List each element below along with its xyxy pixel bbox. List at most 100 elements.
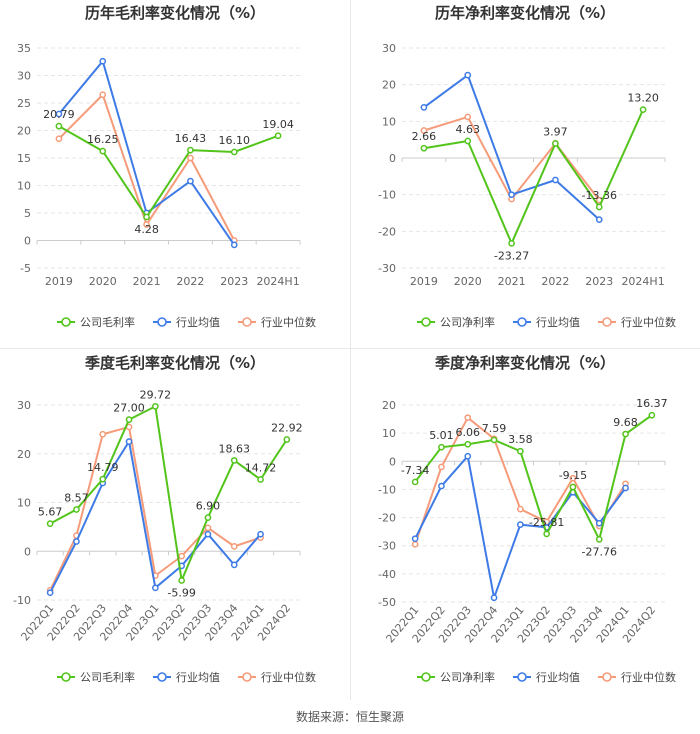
y-tick-label: 20 [382,399,396,412]
chart-title: 季度毛利率变化情况（%） [85,354,265,372]
y-tick-label: 10 [17,497,31,510]
data-point [464,137,472,145]
data-label: 7.59 [482,422,507,435]
legend-marker [157,672,167,682]
data-point [230,561,238,569]
data-point [622,430,629,438]
data-point [411,540,419,548]
data-point [622,484,629,492]
x-tick-label: 2020 [454,275,482,288]
data-point [490,594,498,602]
legend-marker [602,672,612,682]
data-point [230,457,238,464]
legend-marker [517,672,527,682]
chart-panel-annual-gross-margin: 历年毛利率变化情况（%） -5 0 5 10 15 20 25 30 35 2019 2020 2021… [0,0,350,345]
data-point [230,543,238,550]
series-line [49,405,288,582]
data-point [517,505,524,513]
data-point [204,530,212,538]
y-tick-label: 0 [389,152,396,165]
y-tick-label: -20 [378,225,396,238]
data-point [187,154,194,162]
legend-marker [602,317,612,327]
legend-label: 行业均值 [176,671,220,684]
series-line [58,125,279,218]
data-point [438,482,445,490]
data-point [46,520,54,527]
y-tick-label: 0 [24,235,31,248]
data-label: -13.36 [582,189,617,202]
x-tick-label: 2024H1 [621,275,664,288]
data-point [73,538,80,545]
data-label: 13.20 [627,92,659,105]
series-line [423,109,644,245]
data-point [152,584,159,592]
y-tick-label: -40 [378,568,396,581]
x-tick-label: 2022 [176,275,204,288]
chart-title: 历年毛利率变化情况（%） [85,4,265,22]
data-point [569,474,577,482]
y-tick-label: -20 [378,512,396,525]
legend-marker [421,672,431,682]
data-point [99,57,107,65]
y-tick-label: 0 [389,455,396,468]
data-point [552,176,559,184]
y-tick-label: 30 [382,42,396,55]
data-label: 3.97 [543,125,568,138]
data-point [464,71,472,79]
y-tick-label: -10 [378,483,396,496]
data-label: -25.81 [529,516,564,529]
annual-gross-margin-chart: 历年毛利率变化情况（%） -5 0 5 10 15 20 25 30 35 2019 2020 2021… [17,4,316,329]
data-point [420,104,428,111]
data-label: 14.79 [87,461,119,474]
data-label: -5.99 [167,586,195,599]
chart-panel-annual-net-margin: 历年净利率变化情况（%） -30 -20 -10 0 10 20 30 2019 2020 2021… [350,0,700,345]
data-label: 22.92 [271,422,303,435]
data-point [464,440,472,448]
data-label: 2.66 [412,130,437,143]
data-point [73,506,80,513]
quarterly-net-margin-chart: 季度净利率变化情况（%）-50-40-30-20-10010202022Q120… [378,354,676,684]
data-point [204,514,212,521]
data-point [46,589,54,597]
data-point [230,148,238,156]
legend-marker [242,317,252,327]
y-tick-label: 5 [24,207,31,220]
y-tick-label: -10 [13,594,31,607]
data-point [490,436,498,444]
legend-label: 行业中位数 [261,670,316,684]
x-tick-label: 2021 [498,275,526,288]
data-label: 16.37 [636,397,668,410]
data-point [595,519,603,527]
y-tick-label: 35 [17,42,31,55]
data-label: 6.06 [456,426,481,439]
data-point [204,524,212,532]
legend-label: 行业均值 [176,316,220,329]
x-tick-label: 2019 [410,275,438,288]
data-label: -27.76 [582,545,617,558]
data-point [125,438,133,445]
data-label: 20.79 [43,108,75,121]
x-tick-label: 2020 [89,275,117,288]
data-point [411,478,419,486]
legend-marker [421,317,431,327]
chart-panel-quarterly-gross-margin: 季度毛利率变化情况（%） -10 0 10 20 30 2022Q1 2022Q2 2022Q3… [0,350,350,705]
data-point [230,241,238,249]
data-label: -23.27 [494,249,529,262]
legend-label: 行业均值 [536,316,580,329]
vertical-divider [350,0,351,700]
data-point [420,127,428,134]
legend-label: 公司净利率 [440,315,495,329]
y-tick-label: -30 [378,262,396,275]
series-line [423,115,601,201]
data-point [187,177,194,185]
data-point [178,552,185,560]
legend-label: 公司毛利率 [80,670,135,684]
data-point [99,91,107,99]
y-tick-label: 10 [382,427,396,440]
data-point [517,447,524,455]
data-point [55,122,63,130]
data-point [152,403,159,410]
y-tick-label: 10 [17,180,31,193]
y-tick-label: 30 [17,70,31,83]
